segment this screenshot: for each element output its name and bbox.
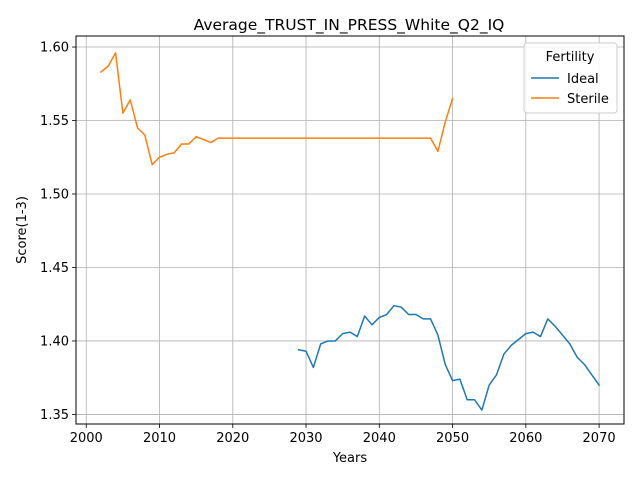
series-layer (99, 52, 601, 411)
x-tick-label: 2050 (436, 431, 469, 446)
legend-frame (523, 42, 618, 114)
legend-label-ideal: Ideal (567, 72, 599, 87)
y-axis-label: Score(1-3) (15, 196, 30, 264)
series-line-sterile (99, 52, 454, 166)
x-tick-label: 2040 (363, 431, 396, 446)
x-tick-label: 2030 (289, 431, 322, 446)
y-tick-label: 1.60 (40, 41, 69, 56)
x-tick-label: 2060 (509, 431, 542, 446)
y-tick-label: 1.50 (40, 187, 69, 202)
x-tick-label: 2010 (143, 431, 176, 446)
x-tick-label: 2000 (70, 431, 103, 446)
x-axis-label: Years (332, 451, 368, 466)
y-tick-label: 1.40 (40, 334, 69, 349)
axis-ticks: 2000 2010 2020 2030 2040 2050 2060 2070 1.35 1.40… (40, 41, 616, 446)
y-tick-label: 1.45 (40, 261, 69, 276)
x-tick-label: 2070 (583, 431, 616, 446)
series-line-ideal (297, 304, 601, 411)
y-tick-label: 1.55 (40, 114, 69, 129)
chart-title: Average_TRUST_IN_PRESS_White_Q2_IQ (194, 16, 505, 35)
y-tick-label: 1.35 (40, 408, 69, 423)
legend-label-sterile: Sterile (567, 92, 609, 107)
plot-frame (75, 35, 625, 425)
legend-title: Fertility (546, 50, 595, 65)
legend: Fertility Ideal Sterile (523, 42, 618, 114)
x-tick-label: 2020 (216, 431, 249, 446)
